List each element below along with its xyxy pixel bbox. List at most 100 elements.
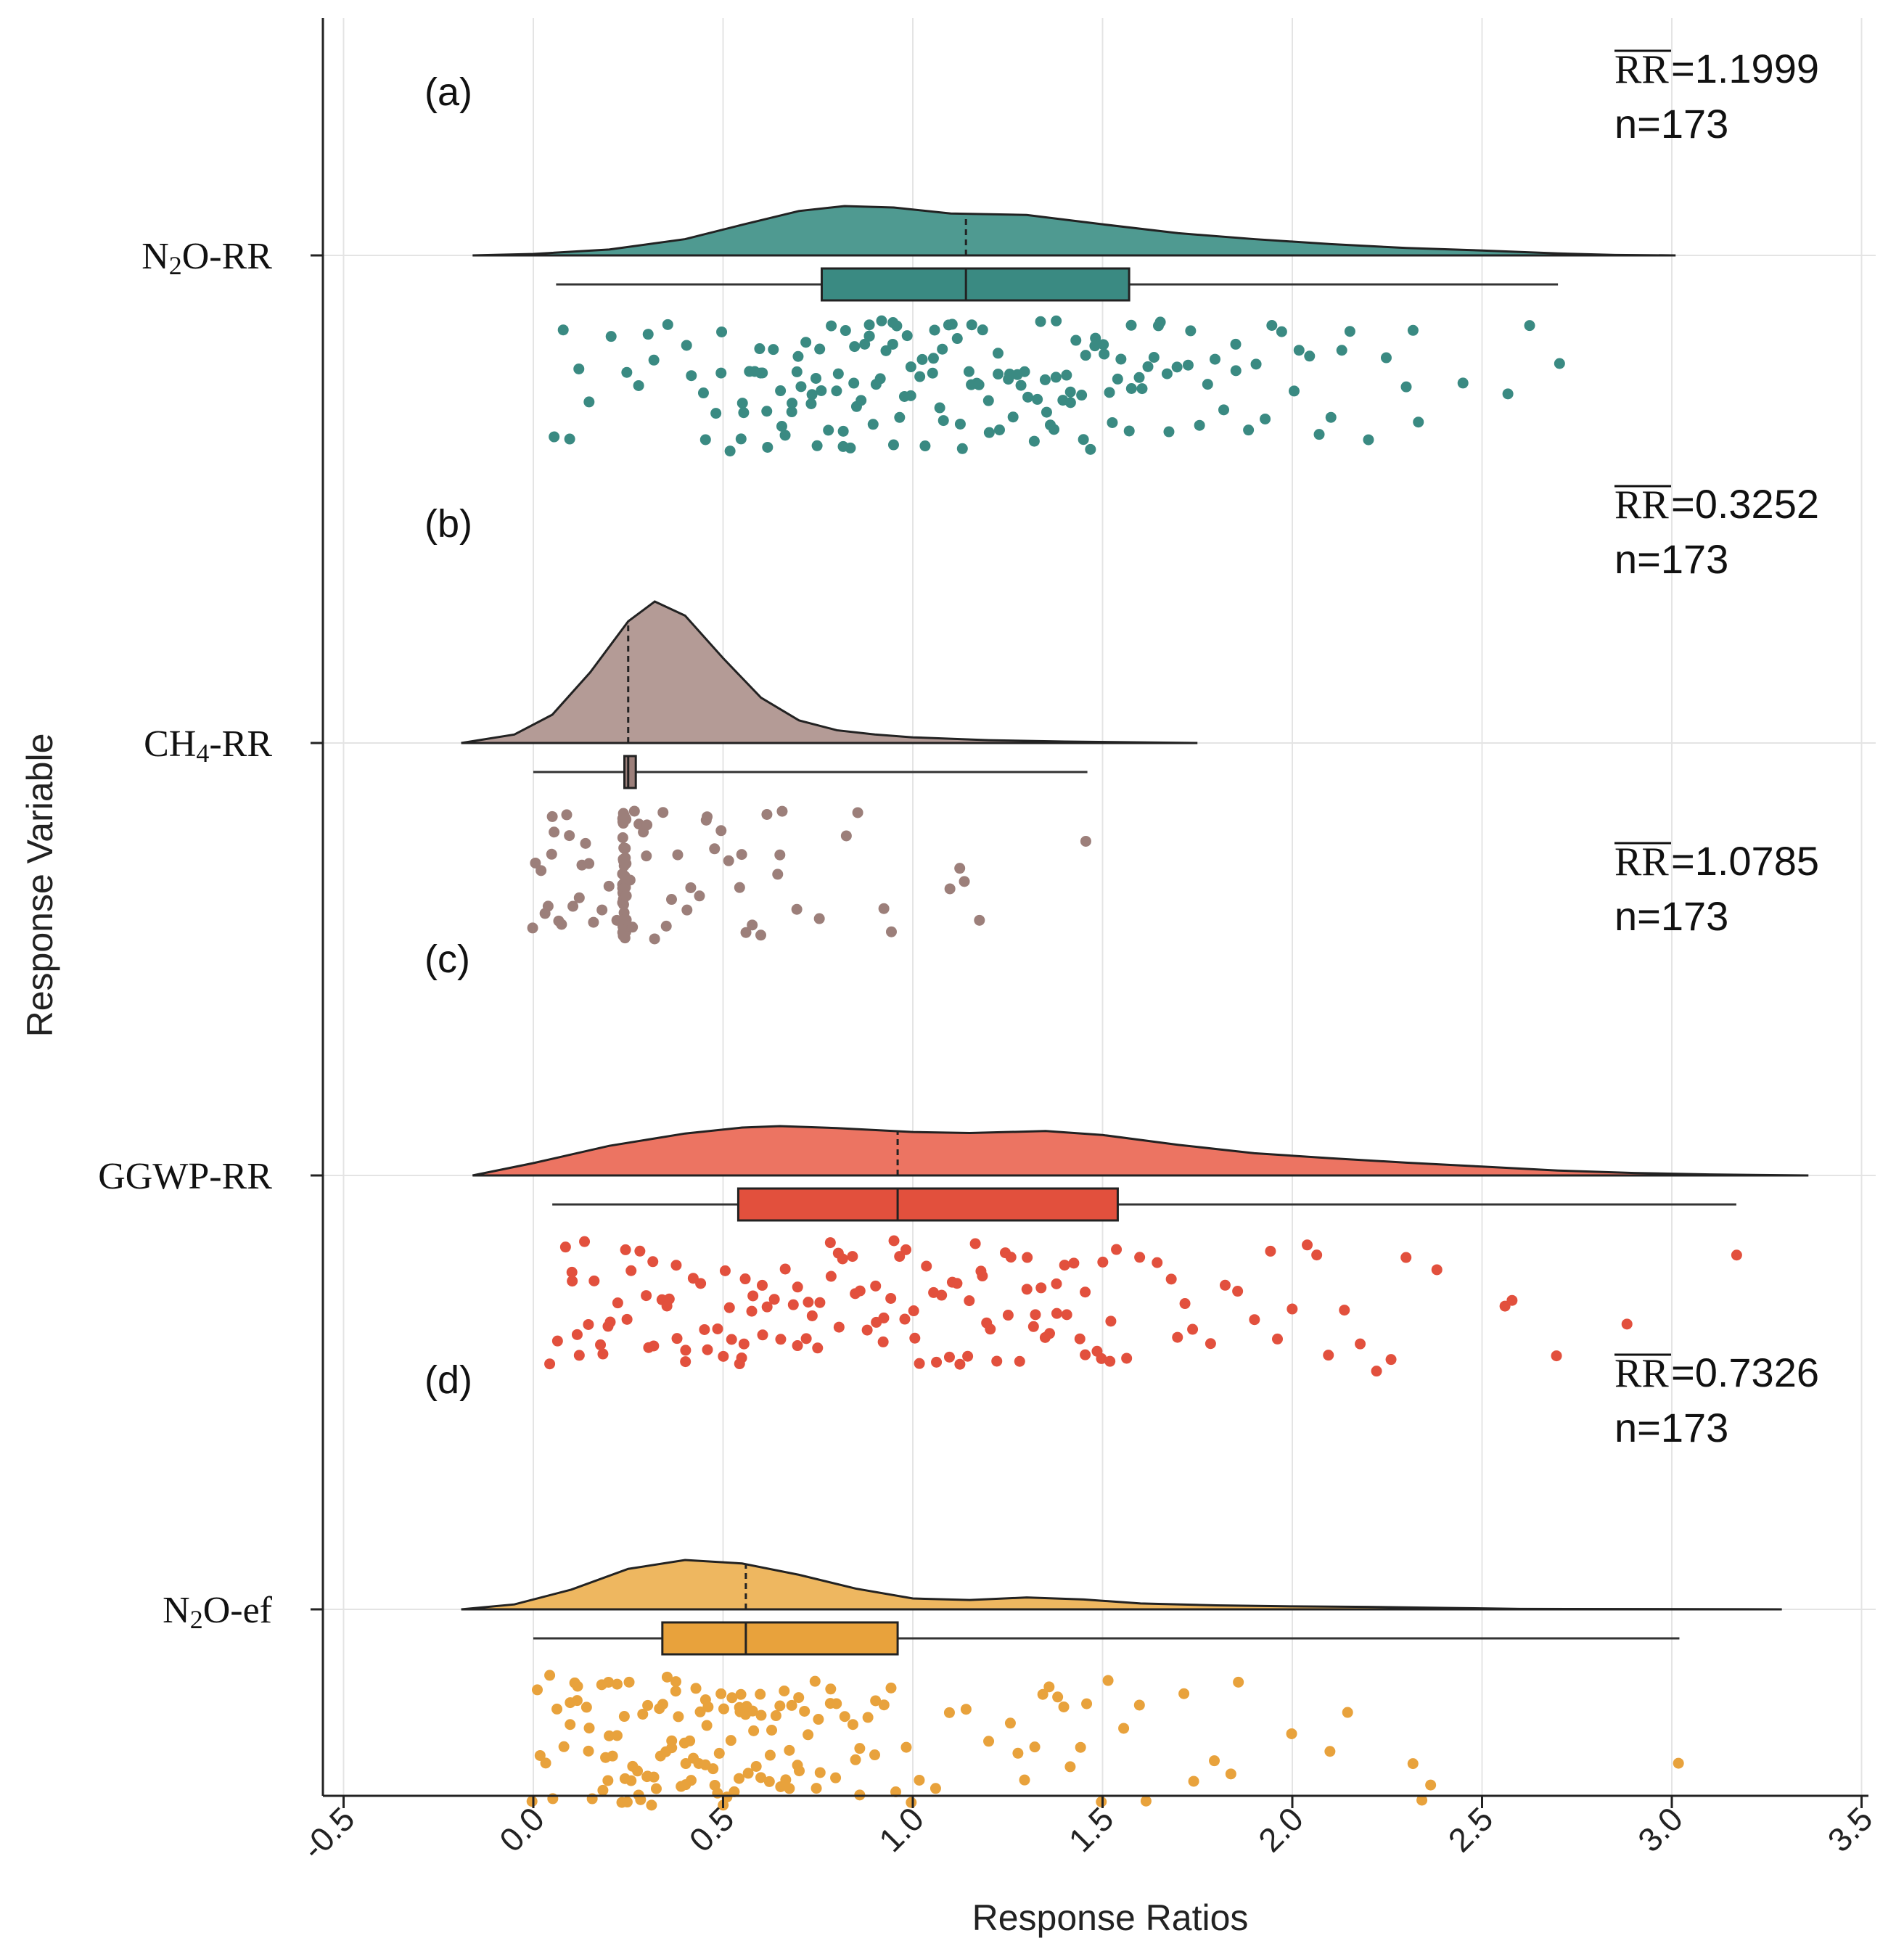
point-a: [1171, 361, 1183, 373]
point-c: [847, 1251, 858, 1263]
point-c: [1014, 1355, 1025, 1367]
point-c: [1096, 1352, 1107, 1364]
point-c: [931, 1356, 943, 1368]
point-b: [709, 843, 721, 855]
point-d: [532, 1684, 543, 1696]
point-d: [694, 1706, 706, 1717]
point-d: [596, 1679, 607, 1691]
point-c: [1506, 1294, 1518, 1306]
point-c: [1051, 1278, 1062, 1289]
x-tick-label: 0.5: [682, 1799, 742, 1859]
x-axis-title: Response Ratios: [972, 1897, 1249, 1938]
point-a: [1136, 383, 1148, 395]
point-b: [685, 882, 697, 893]
n-value-a: n=173: [1614, 101, 1728, 147]
point-a: [1007, 411, 1019, 423]
point-d: [809, 1675, 821, 1687]
point-d: [900, 1741, 912, 1753]
point-c: [1152, 1257, 1163, 1268]
point-b: [665, 894, 677, 906]
point-c: [775, 1334, 787, 1345]
point-c: [1323, 1350, 1334, 1361]
point-b: [649, 933, 660, 945]
point-c: [620, 1244, 631, 1255]
point-d: [742, 1768, 754, 1779]
rr-symbol-b: RR: [1614, 483, 1669, 528]
point-a: [1288, 385, 1300, 397]
point-b: [878, 903, 890, 914]
point-a: [1051, 315, 1062, 327]
point-c: [719, 1265, 731, 1276]
point-c: [757, 1279, 768, 1291]
point-c: [921, 1260, 932, 1272]
point-d: [869, 1749, 881, 1761]
point-d: [583, 1723, 595, 1734]
x-tick-label: 3.5: [1821, 1799, 1880, 1859]
box-d: [661, 1621, 899, 1656]
point-d: [670, 1686, 681, 1697]
point-b: [672, 849, 684, 861]
point-a: [648, 354, 660, 366]
point-c: [1080, 1349, 1091, 1360]
point-a: [937, 343, 948, 355]
point-b: [660, 920, 672, 932]
point-a: [761, 406, 773, 417]
point-c: [588, 1275, 600, 1286]
point-c: [621, 1313, 633, 1325]
point-d: [755, 1709, 767, 1721]
point-d: [678, 1737, 690, 1749]
point-c: [702, 1344, 713, 1355]
point-d: [824, 1698, 836, 1709]
point-a: [927, 367, 938, 379]
x-tick-label: 1.0: [871, 1799, 931, 1859]
point-b: [736, 849, 747, 861]
point-b: [657, 807, 669, 818]
point-a: [823, 424, 834, 436]
point-c: [559, 1241, 571, 1253]
point-c: [1039, 1331, 1051, 1343]
point-d: [870, 1695, 882, 1707]
point-c: [1080, 1286, 1091, 1298]
point-c: [1074, 1333, 1086, 1345]
point-c: [1205, 1338, 1216, 1350]
point-c: [1265, 1245, 1276, 1257]
box-b: [623, 755, 637, 789]
point-d: [847, 1719, 858, 1731]
point-a: [837, 425, 849, 437]
density-d: [461, 1559, 1782, 1611]
point-d: [625, 1775, 637, 1786]
point-c: [870, 1280, 882, 1292]
point-a: [916, 353, 928, 365]
point-d: [748, 1725, 760, 1736]
point-c: [1551, 1350, 1562, 1362]
point-d: [811, 1783, 822, 1794]
point-d: [862, 1712, 874, 1723]
point-d: [526, 1796, 538, 1807]
point-c: [928, 1286, 940, 1298]
point-a: [880, 345, 892, 356]
point-c: [806, 1310, 818, 1321]
point-d: [1043, 1681, 1055, 1693]
point-d: [666, 1742, 678, 1754]
point-c: [661, 1300, 673, 1312]
point-d: [1037, 1688, 1049, 1700]
point-a: [977, 324, 988, 336]
point-d: [839, 1711, 850, 1723]
point-c: [1022, 1252, 1033, 1263]
y-axis-title: Response Variable: [20, 734, 60, 1038]
point-b: [549, 826, 560, 838]
point-a: [1554, 358, 1565, 369]
point-a: [887, 439, 899, 451]
point-c: [634, 1245, 646, 1257]
point-c: [885, 1292, 897, 1304]
point-d: [670, 1676, 681, 1688]
point-d: [627, 1760, 639, 1772]
point-a: [1022, 391, 1034, 403]
point-c: [803, 1297, 814, 1308]
point-b: [583, 858, 595, 869]
point-d: [755, 1772, 767, 1783]
point-b: [813, 913, 825, 924]
point-a: [837, 440, 849, 452]
point-b: [774, 849, 786, 861]
point-d: [701, 1720, 713, 1731]
